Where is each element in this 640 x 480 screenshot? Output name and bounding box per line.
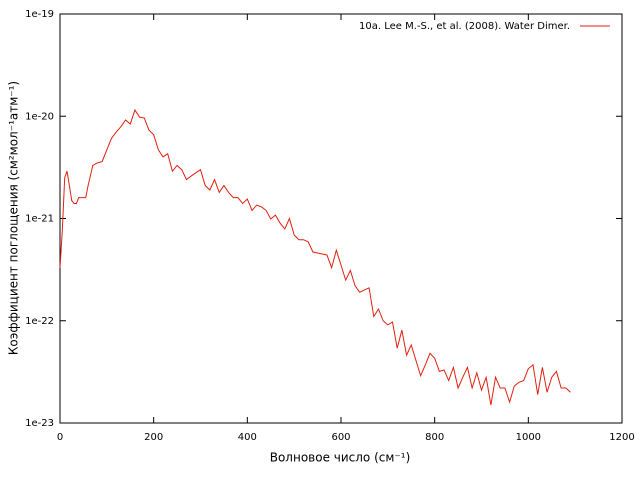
y-tick-label: 1e-19: [25, 9, 54, 20]
x-axis-label: Волновое число (см⁻¹): [270, 451, 411, 465]
legend-label: 10a. Lee M.-S., et al. (2008). Water Dim…: [359, 21, 570, 32]
data-line: [59, 108, 571, 406]
x-tick-label: 0: [57, 432, 63, 443]
y-tick-label: 1e-23: [25, 418, 54, 429]
x-tick-label: 600: [331, 432, 350, 443]
y-tick-label: 1e-21: [25, 214, 54, 225]
x-tick-label: 400: [238, 432, 257, 443]
y-axis-label: Коэффициент поглощения (см²мол⁻¹атм⁻¹): [7, 81, 21, 355]
x-tick-label: 200: [144, 432, 163, 443]
x-tick-label: 1200: [609, 432, 634, 443]
y-tick-label: 1e-20: [25, 111, 54, 122]
x-tick-label: 800: [425, 432, 444, 443]
y-tick-label: 1e-22: [25, 316, 54, 327]
plot-frame: [59, 13, 623, 424]
x-tick-label: 1000: [516, 432, 541, 443]
